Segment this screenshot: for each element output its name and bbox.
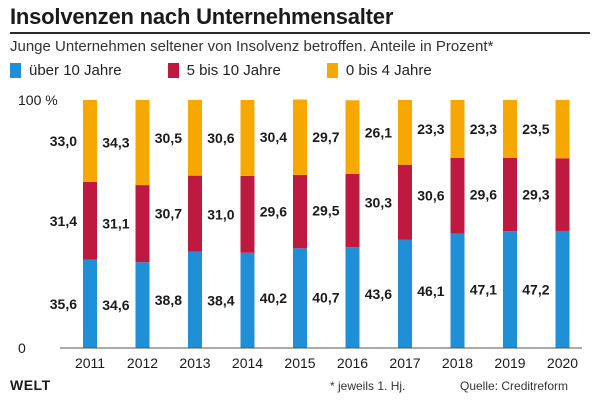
footnote: * jeweils 1. Hj. [330,379,406,393]
data-label-2011-series-0: 35,6 [50,296,77,312]
data-label-2014-series-2: 30,6 [207,130,234,146]
data-label-2018-series-1: 30,6 [417,188,444,204]
data-label-2015-series-0: 40,2 [260,290,287,306]
bar-segment-2017-series-0 [398,239,412,348]
bar-segment-2018-series-2 [450,100,465,158]
legend-label: über 10 Jahre [29,62,122,79]
data-label-2013-series-1: 30,7 [155,206,182,222]
bar-segment-2014-series-1 [240,175,255,253]
legend-swatch-blue [10,63,21,78]
y-tick-label-0: 0 [18,340,26,356]
bar-segment-2013-series-0 [188,251,202,348]
bar-segment-2018-series-0 [450,233,465,348]
x-tick-label-2018: 2018 [442,355,473,371]
x-tick-label-2016: 2016 [337,355,368,371]
x-tick-label-2015: 2015 [284,355,315,371]
legend-label: 0 bis 4 Jahre [345,62,432,79]
data-label-2014-series-0: 38,4 [207,292,234,308]
data-label-2013-series-0: 38,8 [155,292,182,308]
legend-label: 5 bis 10 Jahre [186,62,281,79]
bar-segment-2011-series-1 [83,181,97,260]
bar-segment-2011-series-2 [83,100,97,182]
data-label-2019-series-1: 29,6 [470,186,497,202]
legend-swatch-red [167,63,179,78]
bar-segment-2011-series-0 [83,259,97,348]
bar-segment-2012-series-2 [135,100,150,186]
legend-item-ueber-10: über 10 Jahre [10,62,122,79]
bar-segment-2019-series-1 [503,157,517,232]
data-label-2015-series-2: 30,4 [260,129,287,145]
source-note: Quelle: Creditreform [460,379,569,393]
bar-segment-2015-series-1 [293,174,307,249]
bar-segment-2015-series-2 [293,99,307,175]
bar-segment-2020-series-1 [555,158,570,231]
data-label-2012-series-0: 34,6 [102,297,129,313]
data-label-2014-series-1: 31,0 [207,206,234,222]
bar-segment-2019-series-0 [503,231,517,348]
data-label-2013-series-2: 30,5 [155,130,182,146]
data-label-2019-series-0: 47,1 [470,282,497,298]
bar-segment-2018-series-1 [450,157,465,234]
publisher-logo: WELT [10,377,51,393]
data-label-2018-series-0: 46,1 [417,283,444,299]
data-label-2020-series-1: 29,3 [522,187,549,203]
bar-segment-2012-series-1 [135,185,150,263]
legend-swatch-orange [326,63,338,78]
chart-subtitle: Junge Unternehmen seltener von Insolvenz… [10,38,494,55]
bar-segment-2017-series-2 [398,100,412,165]
x-tick-label-2020: 2020 [547,355,578,371]
data-label-2018-series-2: 23,3 [417,121,444,137]
bar-segment-2020-series-2 [555,100,570,159]
data-label-2016-series-0: 40,7 [312,290,339,306]
data-label-2012-series-1: 31,1 [102,216,129,232]
x-tick-label-2019: 2019 [494,355,525,371]
data-label-2017-series-1: 30,3 [365,194,392,210]
data-label-2016-series-1: 29,5 [312,202,339,218]
x-tick-label-2014: 2014 [232,355,263,371]
bar-segment-2016-series-2 [345,100,360,174]
bar-segment-2016-series-1 [345,173,360,248]
bar-segment-2019-series-2 [503,100,517,158]
data-label-2020-series-2: 23,5 [522,121,549,137]
bar-segment-2014-series-2 [240,100,255,176]
bar-segment-2013-series-1 [188,175,202,252]
bar-segment-2016-series-0 [345,247,360,348]
x-tick-label-2012: 2012 [127,355,158,371]
data-label-2017-series-2: 26,1 [365,124,392,140]
chart-legend: über 10 Jahre 5 bis 10 Jahre 0 bis 4 Jah… [10,62,432,79]
data-label-2019-series-2: 23,3 [470,121,497,137]
bar-segment-2012-series-0 [135,262,150,348]
data-label-2015-series-1: 29,6 [260,204,287,220]
bar-segment-2020-series-0 [555,230,570,348]
data-label-2016-series-2: 29,7 [312,129,339,145]
data-label-2017-series-0: 43,6 [365,286,392,302]
title-divider [10,32,590,34]
legend-item-0-bis-4: 0 bis 4 Jahre [326,62,432,79]
bar-segment-2015-series-0 [293,248,307,348]
legend-item-5-bis-10: 5 bis 10 Jahre [167,62,281,79]
data-label-2011-series-2: 33,0 [50,133,77,149]
x-tick-label-2017: 2017 [389,355,420,371]
data-label-2012-series-2: 34,3 [102,135,129,151]
x-tick-label-2011: 2011 [75,355,105,371]
bar-segment-2013-series-2 [188,100,202,176]
x-tick-label-2013: 2013 [179,355,210,371]
data-label-2011-series-1: 31,4 [50,213,77,229]
data-label-2020-series-0: 47,2 [522,281,549,297]
bar-segment-2014-series-0 [240,252,255,348]
chart-title: Insolvenzen nach Unternehmensalter [10,4,394,29]
bar-segment-2017-series-1 [398,164,412,240]
y-tick-label-100: 100 % [18,92,58,108]
